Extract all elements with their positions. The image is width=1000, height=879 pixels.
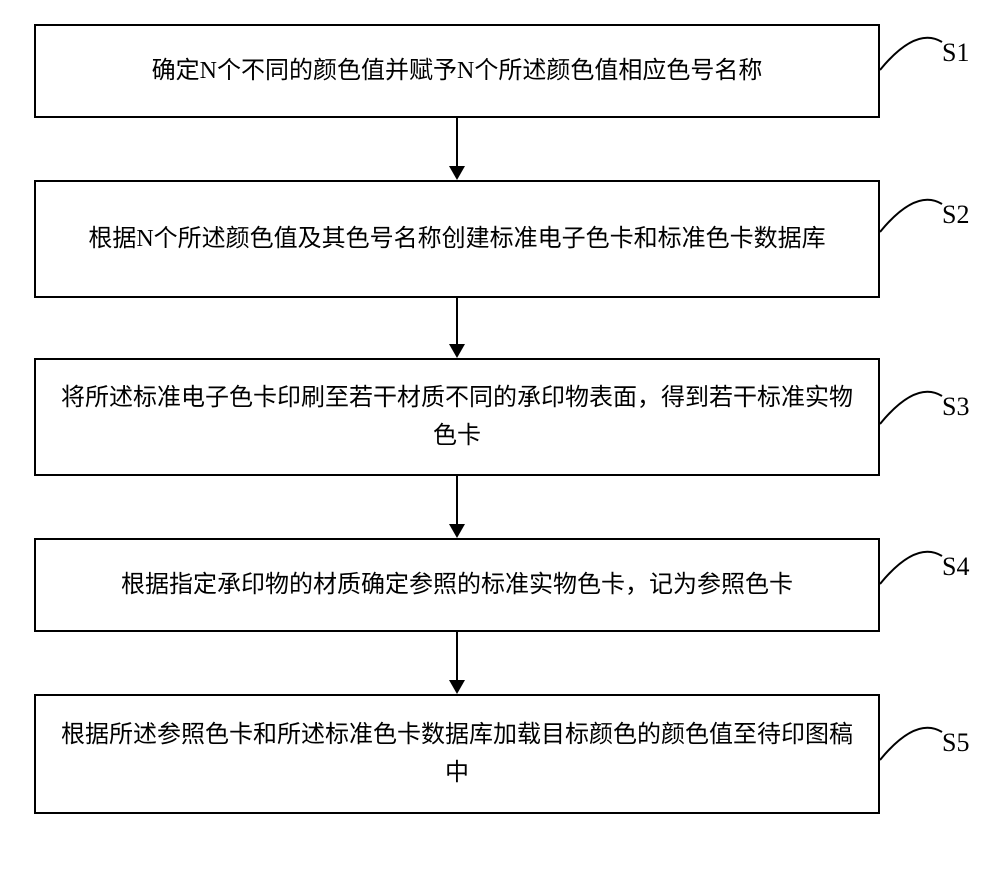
arrow-s3-s4: [456, 476, 458, 524]
label-tick-s3: [876, 378, 946, 428]
step-label-s4: S4: [942, 552, 969, 582]
flowchart-canvas: 确定N个不同的颜色值并赋予N个所述颜色值相应色号名称 S1 根据N个所述颜色值及…: [0, 0, 1000, 879]
step-box-s4: 根据指定承印物的材质确定参照的标准实物色卡，记为参照色卡: [34, 538, 880, 632]
label-tick-s1: [876, 24, 946, 74]
arrow-head-s1-s2: [449, 166, 465, 180]
step-label-s1: S1: [942, 38, 969, 68]
step-text-s3: 将所述标准电子色卡印刷至若干材质不同的承印物表面，得到若干标准实物色卡: [56, 379, 858, 456]
step-label-s5: S5: [942, 728, 969, 758]
arrow-head-s4-s5: [449, 680, 465, 694]
arrow-s2-s3: [456, 298, 458, 344]
arrow-head-s2-s3: [449, 344, 465, 358]
label-tick-s4: [876, 538, 946, 588]
step-box-s1: 确定N个不同的颜色值并赋予N个所述颜色值相应色号名称: [34, 24, 880, 118]
step-text-s2: 根据N个所述颜色值及其色号名称创建标准电子色卡和标准色卡数据库: [88, 220, 825, 258]
arrow-s4-s5: [456, 632, 458, 680]
step-label-s2: S2: [942, 200, 969, 230]
step-label-s3: S3: [942, 392, 969, 422]
label-tick-s5: [876, 714, 946, 764]
step-box-s5: 根据所述参照色卡和所述标准色卡数据库加载目标颜色的颜色值至待印图稿中: [34, 694, 880, 814]
step-box-s3: 将所述标准电子色卡印刷至若干材质不同的承印物表面，得到若干标准实物色卡: [34, 358, 880, 476]
step-text-s4: 根据指定承印物的材质确定参照的标准实物色卡，记为参照色卡: [121, 566, 793, 604]
step-text-s1: 确定N个不同的颜色值并赋予N个所述颜色值相应色号名称: [152, 52, 763, 90]
step-text-s5: 根据所述参照色卡和所述标准色卡数据库加载目标颜色的颜色值至待印图稿中: [56, 716, 858, 793]
label-tick-s2: [876, 186, 946, 236]
step-box-s2: 根据N个所述颜色值及其色号名称创建标准电子色卡和标准色卡数据库: [34, 180, 880, 298]
arrow-head-s3-s4: [449, 524, 465, 538]
arrow-s1-s2: [456, 118, 458, 166]
